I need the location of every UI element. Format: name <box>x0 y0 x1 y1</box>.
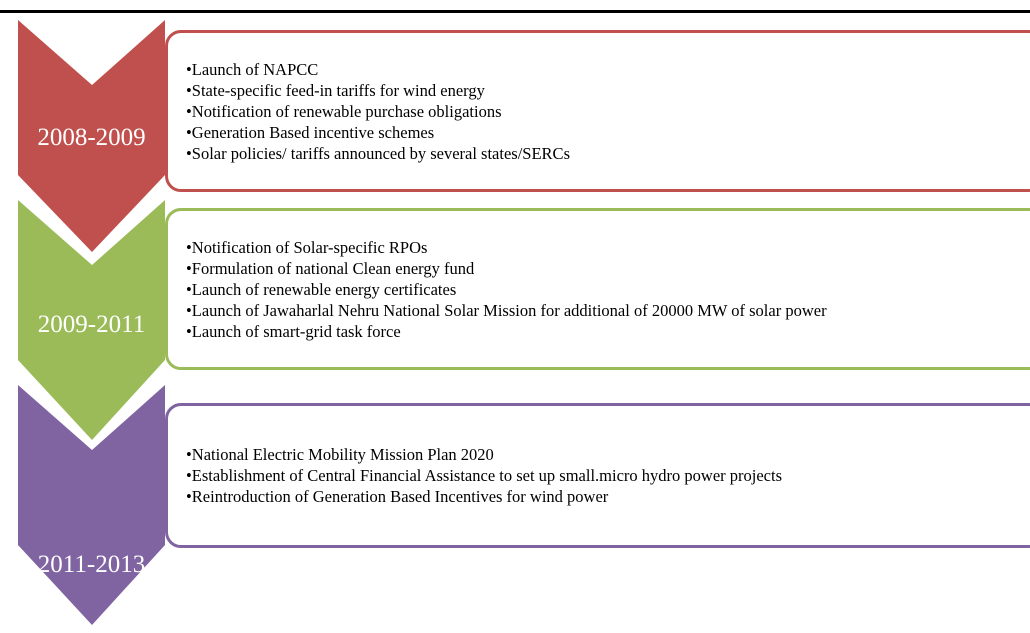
item-box: National Electric Mobility Mission Plan … <box>165 403 1030 548</box>
period-label: 2009-2011 <box>37 311 146 338</box>
bullet-item: Solar policies/ tariffs announced by sev… <box>186 143 1022 164</box>
bullet-item: Generation Based incentive schemes <box>186 122 1022 143</box>
bullet-item: Launch of renewable energy certificates <box>186 279 1022 300</box>
top-rule <box>0 10 1030 13</box>
bullet-item: Reintroduction of Generation Based Incen… <box>186 486 1022 507</box>
bullet-item: Establishment of Central Financial Assis… <box>186 465 1022 486</box>
chevron <box>18 200 165 440</box>
item-box: Launch of NAPCCState-specific feed-in ta… <box>165 30 1030 192</box>
bullet-item: Launch of NAPCC <box>186 59 1022 80</box>
bullet-item: National Electric Mobility Mission Plan … <box>186 444 1022 465</box>
bullet-item: Notification of Solar-specific RPOs <box>186 237 1022 258</box>
period-label: 2011-2013 <box>37 551 146 578</box>
bullet-item: Launch of Jawaharlal Nehru National Sola… <box>186 300 1022 321</box>
item-box: Notification of Solar-specific RPOsFormu… <box>165 208 1030 370</box>
bullet-item: Launch of smart-grid task force <box>186 321 1022 342</box>
bullet-item: State-specific feed-in tariffs for wind … <box>186 80 1022 101</box>
chevron <box>18 20 165 252</box>
period-label: 2008-2009 <box>37 124 146 151</box>
chevron <box>18 385 165 625</box>
bullet-item: Formulation of national Clean energy fun… <box>186 258 1022 279</box>
bullet-item: Notification of renewable purchase oblig… <box>186 101 1022 122</box>
